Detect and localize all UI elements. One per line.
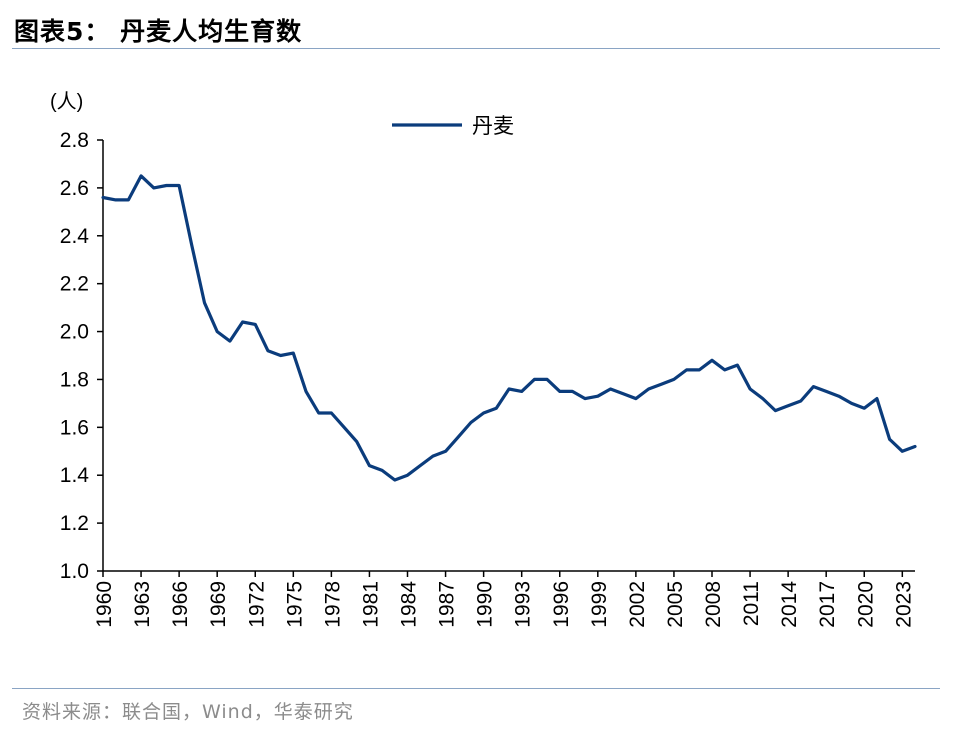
x-tick-label: 2002: [626, 581, 649, 628]
y-tick-label: 1.0: [60, 560, 89, 583]
x-tick-label: 2014: [778, 581, 801, 628]
x-tick-label: 1960: [93, 581, 116, 628]
x-tick-label: 1969: [207, 581, 230, 628]
x-tick-label: 1999: [588, 581, 611, 628]
x-tick-label: 1966: [169, 581, 192, 628]
title-divider: [12, 48, 940, 49]
legend: 丹麦: [392, 115, 514, 138]
x-tick-label: 1987: [436, 581, 459, 628]
x-axis-ticks: 1960 1963 1966 1969 1972 1975 1978 1981 1984 1987…: [93, 571, 915, 628]
legend-label-denmark: 丹麦: [472, 115, 514, 138]
x-tick-label: 2020: [854, 581, 877, 628]
x-tick-label: 1981: [359, 581, 382, 628]
x-tick-label: 1972: [245, 581, 268, 628]
x-tick-label: 1984: [398, 581, 421, 628]
y-axis-ticks: 1.0 1.2 1.4 1.6 1.8 2.0 2.2 2.4 2.6 2.8: [60, 129, 103, 583]
y-tick-label: 2.4: [60, 225, 90, 248]
y-tick-label: 2.2: [60, 273, 89, 296]
footer-divider: [12, 688, 940, 689]
x-tick-label: 1996: [550, 581, 573, 628]
x-tick-label: 2008: [702, 581, 725, 628]
y-tick-label: 2.0: [60, 321, 89, 344]
x-tick-label: 2017: [816, 581, 839, 628]
line-chart: 1.01.21.41.61.82.02.22.42.62.8 1960 1963 1…: [50, 90, 917, 628]
x-tick-label: 2005: [664, 581, 687, 628]
plot-area: 1.01.21.41.61.82.02.22.42.62.8 1960 1963 1…: [60, 129, 917, 628]
y-tick-label: 1.2: [60, 512, 89, 535]
x-tick-label: 2011: [740, 581, 763, 626]
x-tick-label: 1993: [512, 581, 535, 628]
x-tick-label: 2023: [892, 581, 915, 628]
x-tick-label: 1978: [321, 581, 344, 628]
series-line-denmark: [101, 174, 917, 482]
chart-title: 图表5： 丹麦人均生育数: [14, 17, 303, 46]
x-tick-label: 1975: [283, 581, 306, 628]
x-tick-label: 1990: [474, 581, 497, 628]
x-tick-label: 1963: [131, 581, 154, 628]
y-tick-label: 1.6: [60, 416, 89, 439]
y-tick-label: 2.8: [60, 129, 89, 152]
y-tick-label: 2.6: [60, 177, 89, 200]
y-tick-label: 1.8: [60, 368, 89, 391]
y-tick-label: 1.4: [60, 464, 90, 487]
source-note: 资料来源：联合国，Wind，华泰研究: [22, 701, 354, 723]
y-unit-label: (人): [50, 90, 83, 113]
